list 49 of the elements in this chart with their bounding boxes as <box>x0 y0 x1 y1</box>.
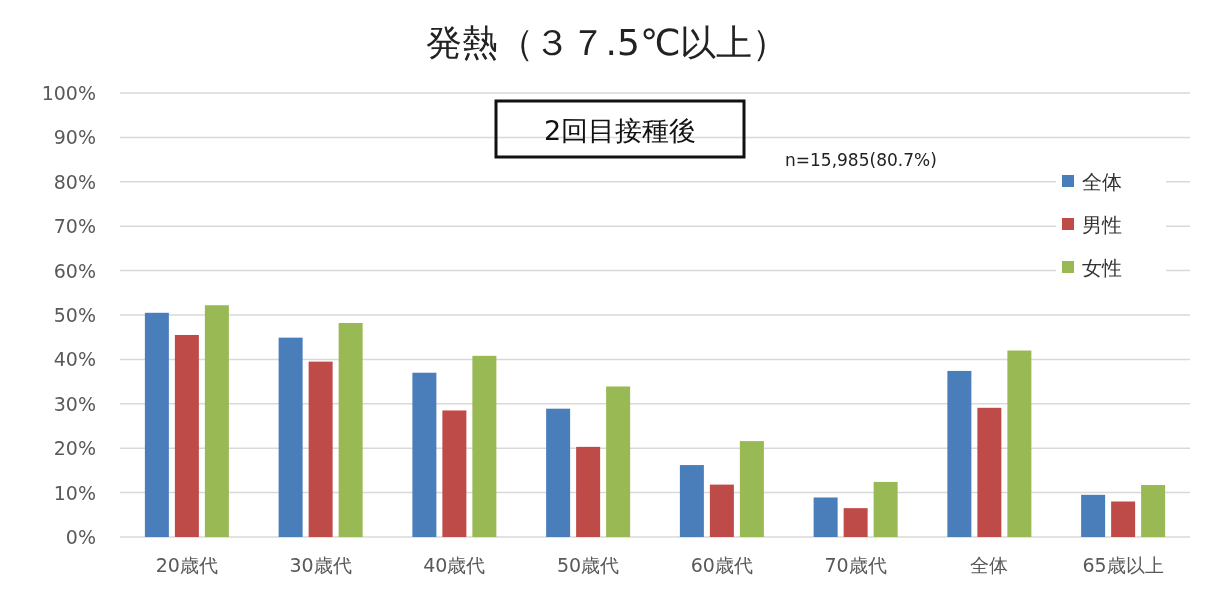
chart-title: 発熱（３７.5℃以上） <box>425 22 789 63</box>
y-tick-label: 50% <box>53 304 96 326</box>
bar <box>1111 501 1136 537</box>
x-tick-label: 30歳代 <box>289 554 352 576</box>
y-tick-label: 0% <box>65 526 96 548</box>
bar <box>739 441 764 537</box>
legend-label: 女性 <box>1082 256 1122 280</box>
x-tick-label: 全体 <box>970 554 1009 576</box>
y-tick-label: 80% <box>53 170 96 193</box>
bar <box>472 355 497 537</box>
annotation: 2回目接種後 <box>543 115 697 146</box>
annotation: n=15,985(80.7%) <box>785 150 937 170</box>
y-tick-label: 70% <box>53 215 96 238</box>
bar <box>947 370 972 537</box>
y-tick-label: 10% <box>53 481 96 504</box>
bar <box>144 312 169 537</box>
legend-label: 男性 <box>1082 213 1122 237</box>
bar <box>873 481 898 537</box>
bar <box>709 484 734 537</box>
x-tick-label: 60歳代 <box>690 554 753 576</box>
bar <box>204 305 229 537</box>
y-tick-label: 20% <box>53 437 96 460</box>
bar <box>174 334 199 537</box>
bar <box>843 508 868 537</box>
bar <box>338 322 363 537</box>
bar <box>308 361 333 537</box>
bar <box>679 465 704 537</box>
bar <box>977 407 1002 537</box>
y-tick-label: 100% <box>41 82 96 104</box>
x-tick-label: 50歳代 <box>557 554 620 576</box>
y-tick-label: 30% <box>53 392 96 415</box>
legend-label: 全体 <box>1082 170 1122 194</box>
bar <box>546 408 571 537</box>
y-tick-label: 40% <box>53 348 96 371</box>
bar <box>576 446 601 537</box>
bar <box>1081 494 1106 537</box>
bar <box>1007 350 1032 537</box>
y-tick-label: 60% <box>53 259 96 282</box>
x-tick-label: 40歳代 <box>423 554 486 576</box>
bar <box>606 386 631 537</box>
bar <box>1141 485 1166 537</box>
bar <box>442 410 467 537</box>
x-tick-label: 20歳代 <box>155 554 218 576</box>
y-tick-label: 90% <box>53 126 96 149</box>
bar <box>813 497 838 537</box>
x-tick-label: 70歳代 <box>824 554 887 576</box>
x-tick-label: 65歳以上 <box>1082 554 1164 576</box>
bar <box>278 337 303 537</box>
bar <box>412 372 437 537</box>
